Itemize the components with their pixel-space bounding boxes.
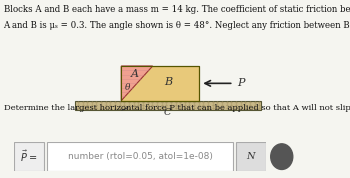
Bar <box>121 66 199 101</box>
Bar <box>121 66 199 101</box>
FancyBboxPatch shape <box>47 142 233 171</box>
Text: C: C <box>164 108 171 117</box>
Text: i: i <box>280 152 284 162</box>
Text: A: A <box>131 69 139 79</box>
Text: $\vec{P}$ =: $\vec{P}$ = <box>20 149 38 164</box>
Text: B: B <box>164 77 172 87</box>
Bar <box>75 101 261 110</box>
Text: P: P <box>237 78 244 88</box>
Text: θ: θ <box>125 83 131 92</box>
Text: Blocks A and B each have a mass m = 14 kg. The coefficient of static friction be: Blocks A and B each have a mass m = 14 k… <box>4 5 350 14</box>
FancyBboxPatch shape <box>236 142 266 171</box>
Text: A and B is μₛ = 0.3. The angle shown is θ = 48°. Neglect any friction between B : A and B is μₛ = 0.3. The angle shown is … <box>4 21 350 30</box>
Circle shape <box>271 144 293 169</box>
Polygon shape <box>121 66 153 101</box>
Text: N: N <box>247 152 255 161</box>
Text: Determine the largest horizontal force P that can be applied so that A will not : Determine the largest horizontal force P… <box>4 104 350 112</box>
Text: number (rtol=0.05, atol=1e-08): number (rtol=0.05, atol=1e-08) <box>68 152 212 161</box>
FancyBboxPatch shape <box>14 142 44 171</box>
